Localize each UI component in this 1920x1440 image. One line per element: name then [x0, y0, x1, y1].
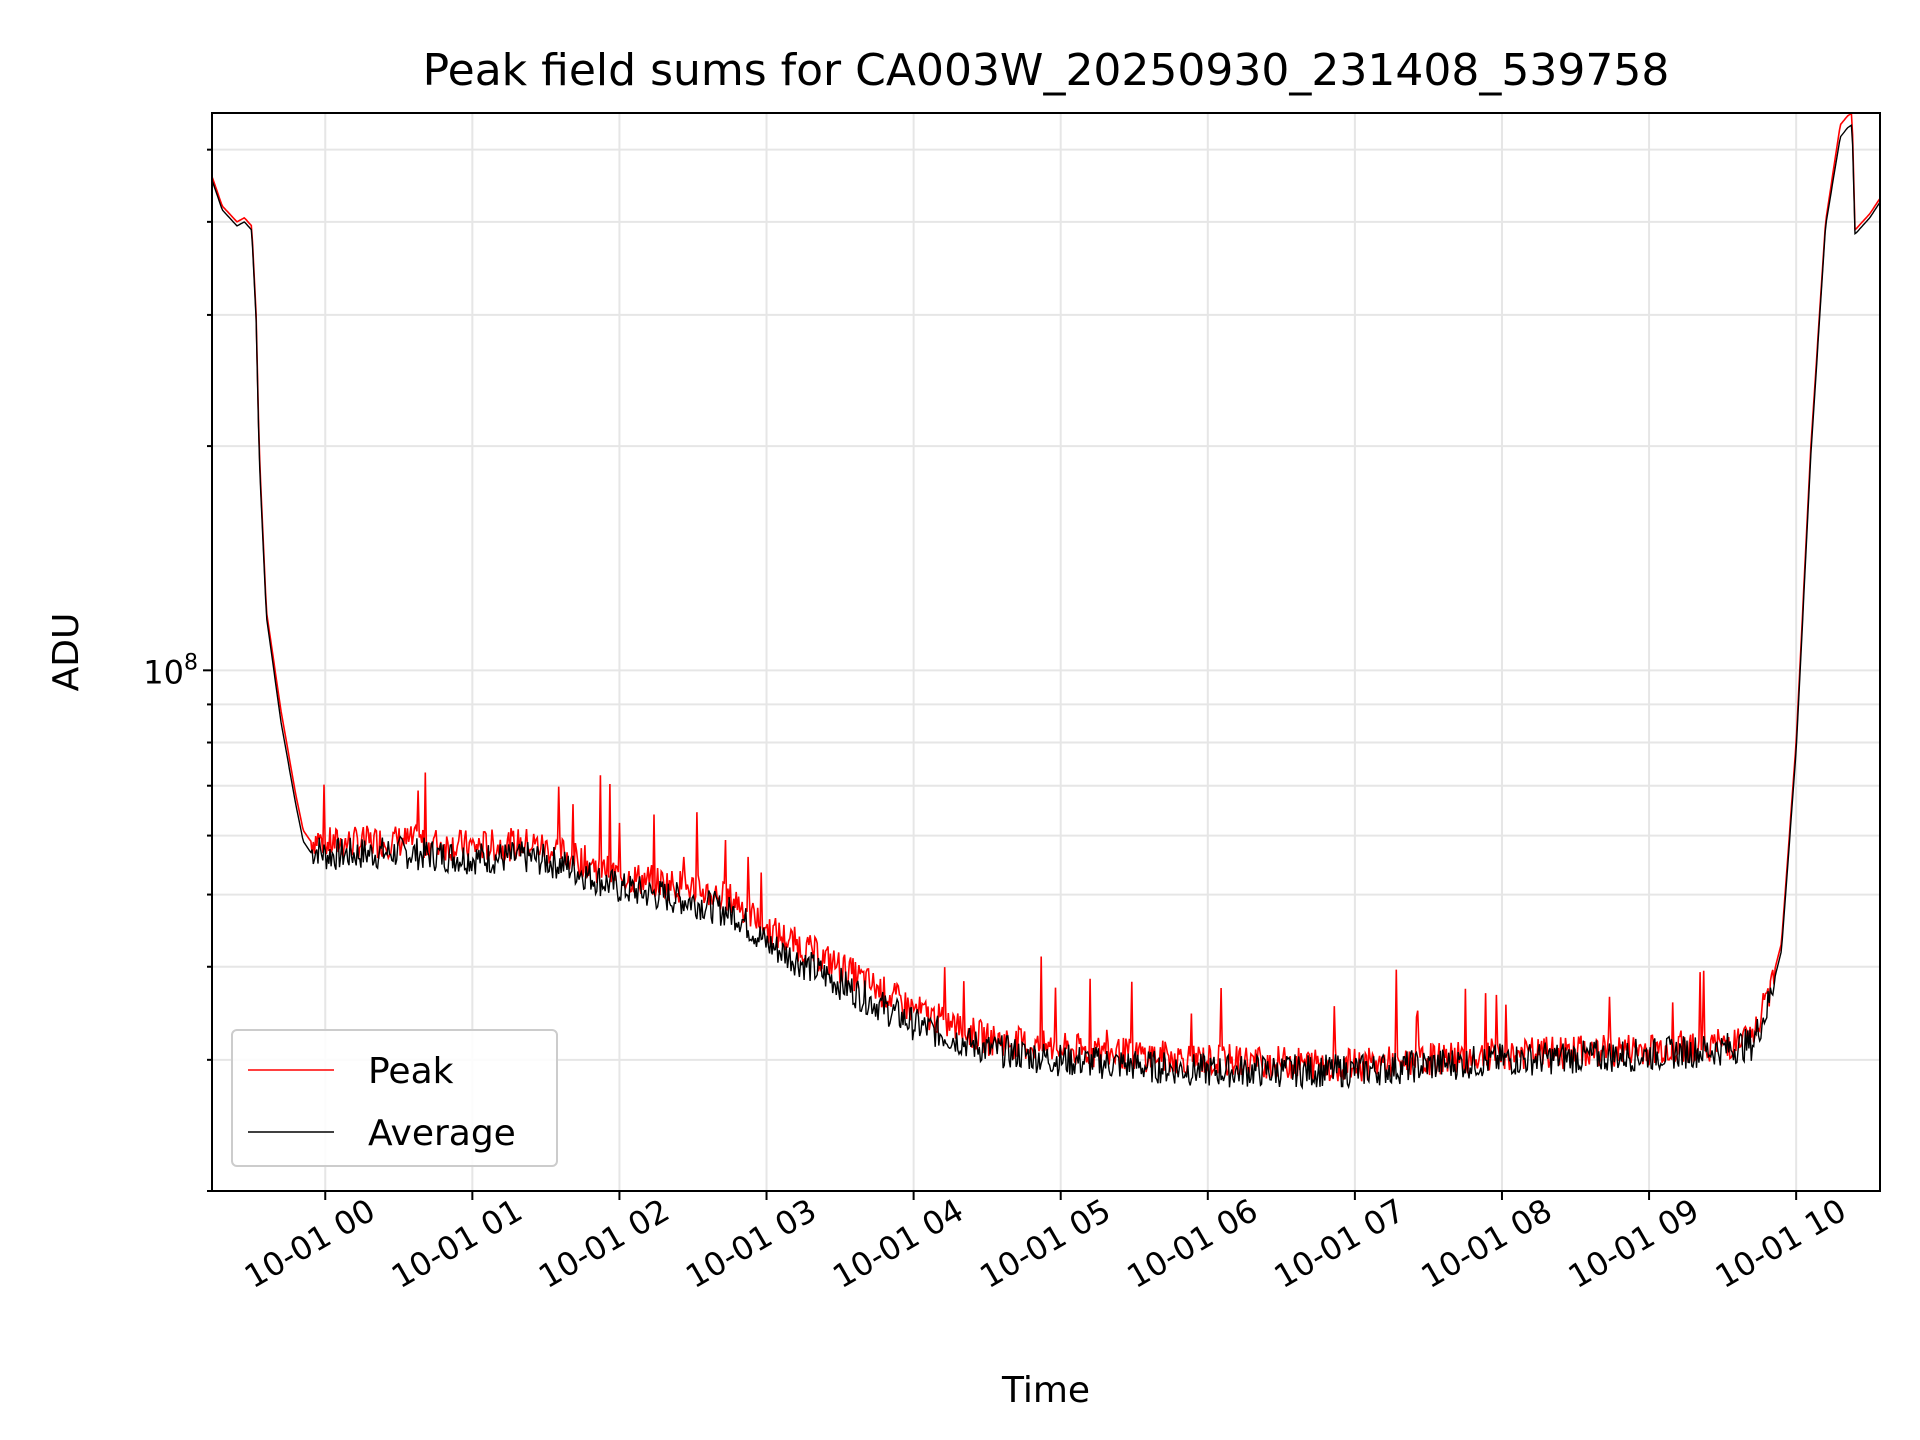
legend: Peak Average: [231, 1029, 558, 1167]
y-axis-label: ADU: [46, 613, 87, 692]
x-tick-label: 10-01 10: [1709, 1191, 1853, 1296]
x-tick-label: 10-01 09: [1562, 1191, 1706, 1296]
x-tick-label: 10-01 00: [238, 1191, 382, 1296]
y-ticks: 108: [143, 148, 212, 1192]
x-ticks: 10-01 00 10-01 01 10-01 02 10-01 03 10-01 04…: [238, 1191, 1852, 1296]
x-tick-label: 10-01 03: [679, 1191, 823, 1296]
series-line-average: [211, 123, 1881, 1090]
series-line-peak: [211, 111, 1881, 1082]
series-layer: [211, 111, 1881, 1090]
x-tick-label: 10-01 04: [826, 1191, 970, 1296]
x-axis-label: Time: [1001, 1370, 1090, 1411]
legend-label: Average: [368, 1113, 516, 1154]
x-tick-label: 10-01 05: [973, 1191, 1117, 1296]
y-tick-label: 108: [143, 650, 198, 691]
chart-title: Peak field sums for CA003W_20250930_2314…: [423, 45, 1670, 96]
legend-label: Peak: [368, 1051, 454, 1092]
x-tick-label: 10-01 07: [1268, 1191, 1412, 1296]
x-tick-label: 10-01 02: [532, 1191, 676, 1296]
x-tick-label: 10-01 01: [385, 1191, 529, 1296]
x-tick-label: 10-01 06: [1120, 1191, 1264, 1296]
x-tick-label: 10-01 08: [1415, 1191, 1559, 1296]
plot-frame: [211, 112, 1881, 1192]
